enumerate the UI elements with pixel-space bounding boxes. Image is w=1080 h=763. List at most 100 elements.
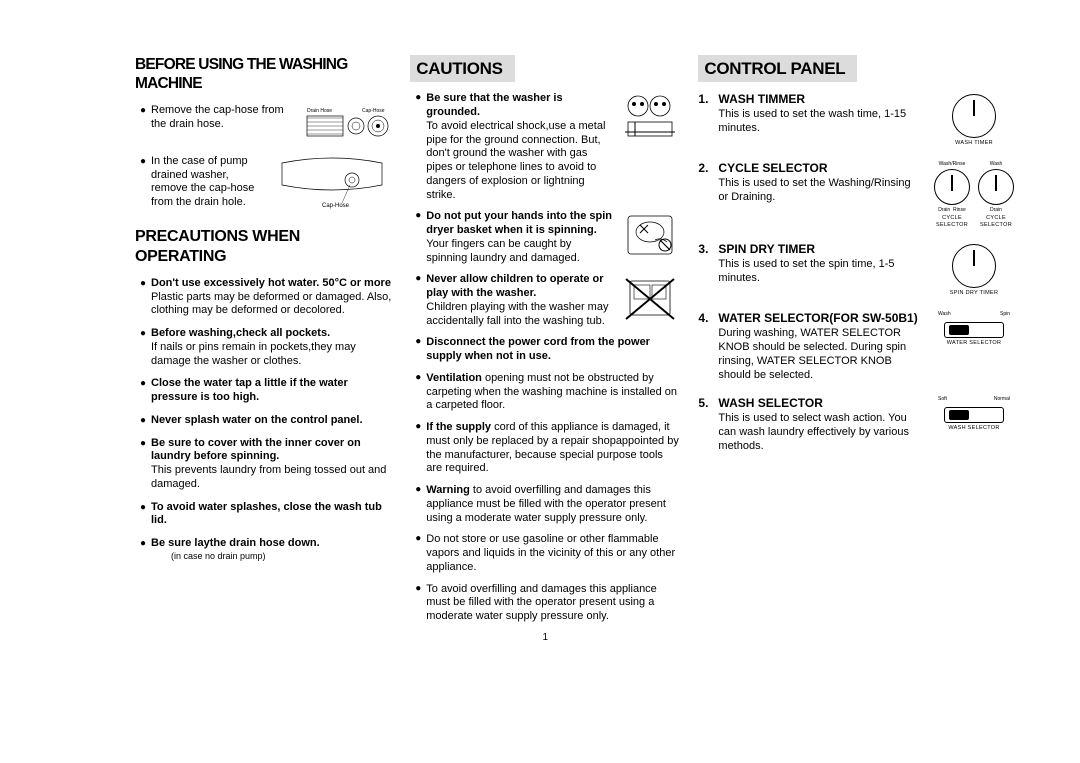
item-number: 3. bbox=[698, 242, 718, 297]
bullet-icon: ● bbox=[135, 155, 151, 210]
item-text: In the case of pump drained washer, remo… bbox=[151, 155, 254, 208]
item-text: Children playing with the washer may acc… bbox=[426, 301, 608, 327]
item-note: (in case no drain pump) bbox=[171, 551, 392, 562]
list-item: ● Cap-Hose In the case of pump drained w… bbox=[135, 155, 392, 210]
item-text: Your fingers can be caught by spinning l… bbox=[426, 238, 580, 264]
column-cautions: CAUTIONS ●Be sure that the washer is gro… bbox=[410, 55, 680, 644]
fig-label: SPIN DRY TIMER bbox=[928, 290, 1020, 297]
item-bold: Don't use excessively hot water. 50°C or… bbox=[151, 277, 391, 289]
dial-icon bbox=[978, 169, 1014, 205]
item-title: WASH SELECTOR bbox=[718, 396, 920, 411]
bullet-icon: ● bbox=[135, 377, 151, 405]
bullet-icon: ● bbox=[135, 327, 151, 368]
drain-hose-illustration: Drain Hose Cap-Hose bbox=[302, 104, 392, 142]
bullet-icon: ● bbox=[410, 372, 426, 413]
bullet-icon: ● bbox=[135, 414, 151, 428]
item-number: 4. bbox=[698, 311, 718, 382]
item-text: This is used to set the wash time, 1-15 … bbox=[718, 108, 920, 136]
dial-icon bbox=[934, 169, 970, 205]
heading-control-panel: CONTROL PANEL bbox=[698, 55, 857, 82]
list-item: ●Ventilation opening must not be obstruc… bbox=[410, 372, 680, 413]
item-text: To avoid overfilling and damages this ap… bbox=[426, 583, 657, 623]
svg-text:Cap-Hose: Cap-Hose bbox=[362, 108, 385, 114]
control-figure: SoftNormalWASH SELECTOR bbox=[928, 396, 1020, 453]
item-bold: Close the water tap a little if the wate… bbox=[151, 377, 348, 403]
page-number: 1 bbox=[410, 632, 680, 645]
list-item: ●Never allow children to operate or play… bbox=[410, 273, 680, 328]
item-title: WATER SELECTOR(FOR SW-50B1) bbox=[718, 311, 920, 326]
item-bold-inline: Warning bbox=[426, 484, 470, 496]
item-bold: Be sure laythe drain hose down. bbox=[151, 537, 320, 549]
bullet-icon: ● bbox=[410, 484, 426, 525]
item-bold-inline: Ventilation bbox=[426, 372, 482, 384]
bullet-icon: ● bbox=[410, 210, 426, 265]
item-text: This is used to select wash action. You … bbox=[718, 412, 920, 453]
list-item: ●Close the water tap a little if the wat… bbox=[135, 377, 392, 405]
list-item: ●Do not put your hands into the spin dry… bbox=[410, 210, 680, 265]
bullet-icon: ● bbox=[410, 273, 426, 328]
bullet-icon: ● bbox=[135, 537, 151, 562]
item-bold: Disconnect the power cord from the power… bbox=[426, 336, 650, 362]
item-bold: Be sure to cover with the inner cover on… bbox=[151, 437, 361, 463]
list-item: ●Don't use excessively hot water. 50°C o… bbox=[135, 277, 392, 318]
wash-selector-switch-icon bbox=[944, 407, 1004, 423]
control-item: 5.WASH SELECTORThis is used to select wa… bbox=[698, 396, 1020, 453]
item-bold: Be sure that the washer is grounded. bbox=[426, 92, 562, 118]
bullet-icon: ● bbox=[410, 92, 426, 202]
control-figure: Wash/RinseDrain RinseCYCLE SELECTORWashD… bbox=[928, 161, 1020, 228]
item-text: This is used to set the Washing/Rinsing … bbox=[718, 177, 920, 205]
column-control-panel: CONTROL PANEL 1.WASH TIMMERThis is used … bbox=[698, 55, 1020, 644]
list-item: ●Be sure that the washer is grounded.To … bbox=[410, 92, 680, 202]
item-number: 5. bbox=[698, 396, 718, 453]
cycle-selector-dials: Wash/RinseDrain RinseCYCLE SELECTORWashD… bbox=[928, 161, 1020, 228]
pump-drain-illustration: Cap-Hose bbox=[272, 155, 392, 210]
bullet-icon: ● bbox=[135, 277, 151, 318]
control-item: 4.WATER SELECTOR(FOR SW-50B1)During wash… bbox=[698, 311, 1020, 382]
list-item: ● Drain HoseCap-Hose Remove the cap-hose… bbox=[135, 104, 392, 146]
item-text: During washing, WATER SELECTOR KNOB shou… bbox=[718, 327, 920, 382]
item-bold: Never allow children to operate or play … bbox=[426, 273, 603, 299]
bullet-icon: ● bbox=[135, 437, 151, 492]
precautions-list: ●Don't use excessively hot water. 50°C o… bbox=[135, 277, 392, 562]
caution-illustration bbox=[620, 273, 680, 323]
control-panel-list: 1.WASH TIMMERThis is used to set the was… bbox=[698, 92, 1020, 453]
control-item: 2.CYCLE SELECTORThis is used to set the … bbox=[698, 161, 1020, 228]
item-text: Do not store or use gasoline or other fl… bbox=[426, 533, 675, 573]
fig-label: WATER SELECTOR bbox=[928, 340, 1020, 347]
spin-timer-dial-icon bbox=[952, 244, 996, 288]
control-item: 3.SPIN DRY TIMERThis is used to set the … bbox=[698, 242, 1020, 297]
bullet-icon: ● bbox=[410, 583, 426, 624]
wash-timer-dial-icon bbox=[952, 94, 996, 138]
item-title: WASH TIMMER bbox=[718, 92, 920, 107]
list-item: ●Warning to avoid overfilling and damage… bbox=[410, 484, 680, 525]
list-item: ●To avoid overfilling and damages this a… bbox=[410, 583, 680, 624]
caution-illustration bbox=[620, 210, 680, 260]
item-text: To avoid electrical shock,use a metal pi… bbox=[426, 120, 605, 201]
bullet-icon: ● bbox=[135, 501, 151, 529]
list-item: ●To avoid water splashes, close the wash… bbox=[135, 501, 392, 529]
heading-precautions: PRECAUTIONS WHEN OPERATING bbox=[135, 227, 392, 267]
bullet-icon: ● bbox=[410, 336, 426, 364]
cautions-list: ●Be sure that the washer is grounded.To … bbox=[410, 92, 680, 624]
fig-label: WASH SELECTOR bbox=[928, 425, 1020, 432]
list-item: ●Never splash water on the control panel… bbox=[135, 414, 392, 428]
list-item: ●Before washing,check all pockets.If nai… bbox=[135, 327, 392, 368]
column-before-using: BEFORE USING THE WASHING MACHINE ● Drain… bbox=[135, 55, 392, 644]
bullet-icon: ● bbox=[135, 104, 151, 146]
item-bold: Do not put your hands into the spin drye… bbox=[426, 210, 612, 236]
before-list: ● Drain HoseCap-Hose Remove the cap-hose… bbox=[135, 104, 392, 210]
item-number: 2. bbox=[698, 161, 718, 228]
item-title: SPIN DRY TIMER bbox=[718, 242, 920, 257]
item-title: CYCLE SELECTOR bbox=[718, 161, 920, 176]
item-bold-inline: If the supply bbox=[426, 421, 491, 433]
item-bold: Never splash water on the control panel. bbox=[151, 414, 363, 426]
svg-text:Cap-Hose: Cap-Hose bbox=[322, 203, 350, 209]
list-item: ●Do not store or use gasoline or other f… bbox=[410, 533, 680, 574]
bullet-icon: ● bbox=[410, 421, 426, 476]
heading-cautions: CAUTIONS bbox=[410, 55, 514, 82]
heading-before-using: BEFORE USING THE WASHING MACHINE bbox=[135, 55, 392, 94]
item-bold: Before washing,check all pockets. bbox=[151, 327, 330, 339]
fig-label: WASH TIMER bbox=[928, 140, 1020, 147]
list-item: ●Be sure to cover with the inner cover o… bbox=[135, 437, 392, 492]
svg-text:Drain Hose: Drain Hose bbox=[307, 108, 332, 114]
